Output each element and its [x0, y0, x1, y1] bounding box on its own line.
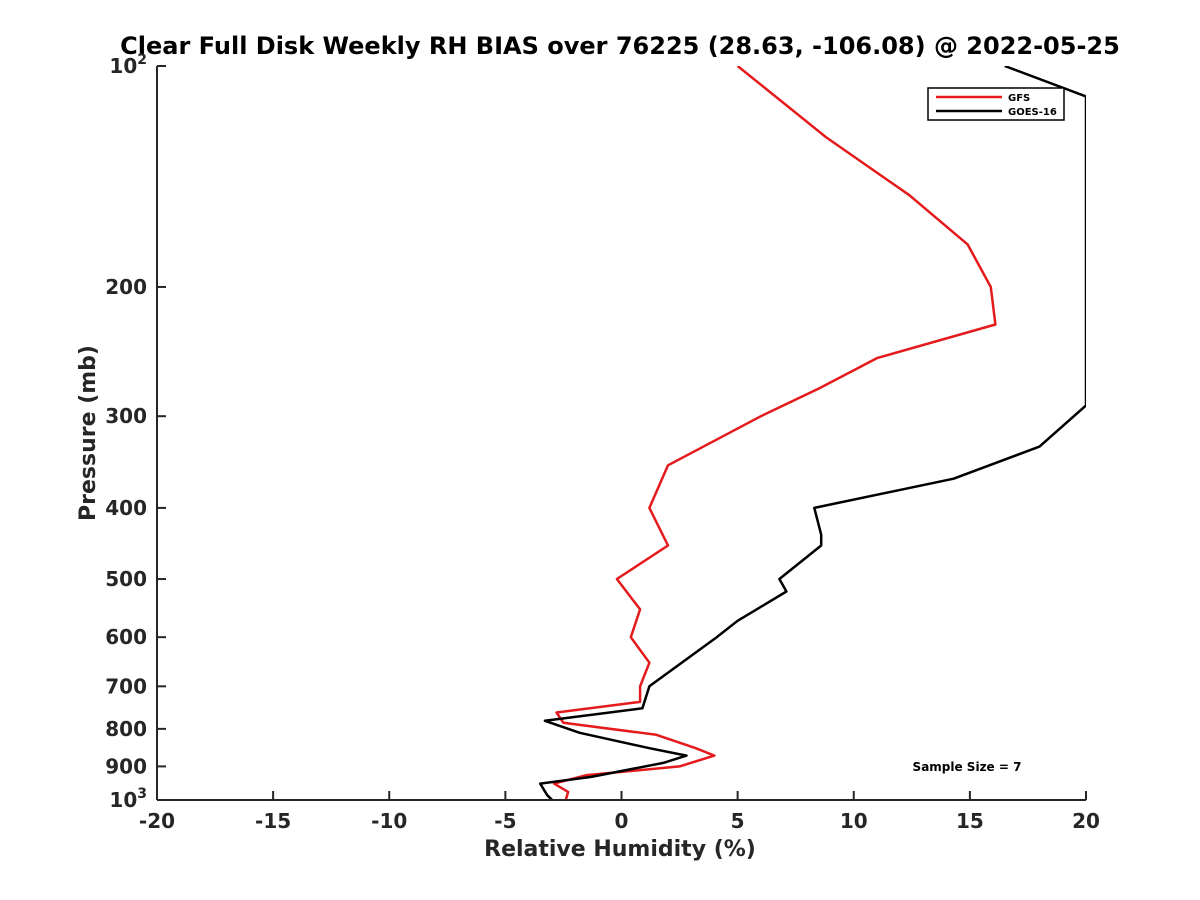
legend-box	[927, 87, 1065, 121]
y-tick-label: 900	[105, 754, 147, 778]
y-tick-label: 600	[105, 625, 147, 649]
x-tick-label: -10	[371, 809, 407, 833]
x-tick-label: 10	[840, 809, 868, 833]
chart-title: Clear Full Disk Weekly RH BIAS over 7622…	[120, 32, 1120, 60]
x-tick-label: -5	[494, 809, 516, 833]
y-axis-label: Pressure (mb)	[76, 345, 101, 521]
x-tick-label: 20	[1072, 809, 1100, 833]
legend-label-goes-16: GOES-16	[1008, 107, 1057, 118]
y-tick-label: 102	[109, 52, 147, 78]
y-tick-label: 800	[105, 717, 147, 741]
sample-size-annotation: Sample Size = 7	[913, 760, 1022, 774]
y-tick-label: 300	[105, 404, 147, 428]
y-tick-label: 700	[105, 674, 147, 698]
x-tick-label: -15	[255, 809, 291, 833]
series-line-goes-16	[538, 66, 1086, 800]
x-tick-label: 5	[731, 809, 745, 833]
x-tick-label: 15	[956, 809, 984, 833]
y-tick-label: 500	[105, 567, 147, 591]
x-tick-label: 0	[615, 809, 629, 833]
y-tick-label: 200	[105, 275, 147, 299]
legend: GFS GOES-16	[927, 87, 1065, 121]
series-line-gfs	[552, 66, 997, 800]
series-layer	[538, 66, 1086, 800]
y-tick-label: 400	[105, 496, 147, 520]
axes: -20 -15 -10 -5 0 5 10 15 20 102 200 300 400 500 600 700…	[105, 52, 1100, 833]
x-tick-label: -20	[139, 809, 175, 833]
legend-label-gfs: GFS	[1008, 93, 1030, 104]
x-axis-label: Relative Humidity (%)	[484, 837, 756, 862]
